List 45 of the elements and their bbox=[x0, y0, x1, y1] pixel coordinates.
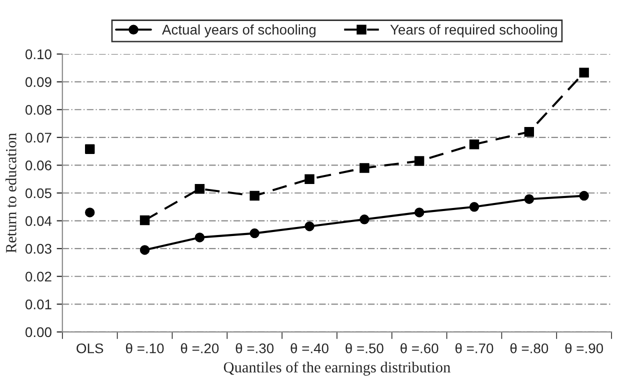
y-tick-label: 0.01 bbox=[25, 300, 52, 310]
point bbox=[469, 202, 480, 212]
point bbox=[194, 184, 205, 194]
x-tick-label: OLS bbox=[76, 343, 104, 354]
point bbox=[140, 215, 150, 226]
point bbox=[304, 221, 314, 232]
y-tick-label: 0.04 bbox=[25, 216, 52, 226]
y-tick-label: 0.02 bbox=[25, 272, 52, 282]
y-tick-label: 0.08 bbox=[25, 104, 52, 115]
y-tick-label: 0.07 bbox=[25, 132, 52, 143]
y-tick-label: 0.03 bbox=[25, 244, 52, 254]
x-tick-label: θ =.70 bbox=[455, 343, 494, 354]
point bbox=[469, 140, 480, 150]
x-tick-label: θ =.60 bbox=[400, 343, 438, 354]
point bbox=[414, 208, 424, 218]
point bbox=[360, 163, 370, 173]
point bbox=[84, 208, 95, 218]
y-tick-label: 0.06 bbox=[25, 160, 52, 170]
x-axis-title: Quantiles of the earnings distribution bbox=[224, 362, 450, 376]
point bbox=[194, 232, 205, 242]
y-axis-title: Return to education bbox=[6, 132, 16, 253]
x-tick-label: θ =.90 bbox=[565, 343, 604, 354]
point bbox=[250, 228, 260, 238]
point bbox=[579, 190, 589, 201]
point bbox=[524, 194, 534, 204]
x-tick-label: θ =.20 bbox=[180, 343, 219, 354]
x-tick-label: θ =.30 bbox=[236, 343, 274, 354]
x-tick-label: θ =.80 bbox=[510, 343, 548, 354]
y-tick-label: 0.05 bbox=[25, 188, 52, 198]
point bbox=[524, 126, 534, 137]
point bbox=[579, 68, 589, 78]
y-tick-label: 0.00 bbox=[25, 327, 52, 338]
point bbox=[140, 245, 150, 255]
y-tick-label: 0.09 bbox=[25, 77, 52, 87]
legend-label: Years of required schooling bbox=[390, 24, 557, 38]
y-tick-label: 0.10 bbox=[25, 49, 52, 60]
point bbox=[250, 190, 260, 201]
point bbox=[414, 156, 424, 166]
x-tick-label: θ =.50 bbox=[346, 343, 384, 354]
point bbox=[360, 214, 370, 224]
point bbox=[84, 144, 95, 154]
legend-label: Actual years of schooling bbox=[162, 24, 316, 38]
x-tick-label: θ =.10 bbox=[126, 343, 164, 354]
x-tick-label: θ =.40 bbox=[290, 343, 328, 354]
point bbox=[304, 174, 314, 184]
